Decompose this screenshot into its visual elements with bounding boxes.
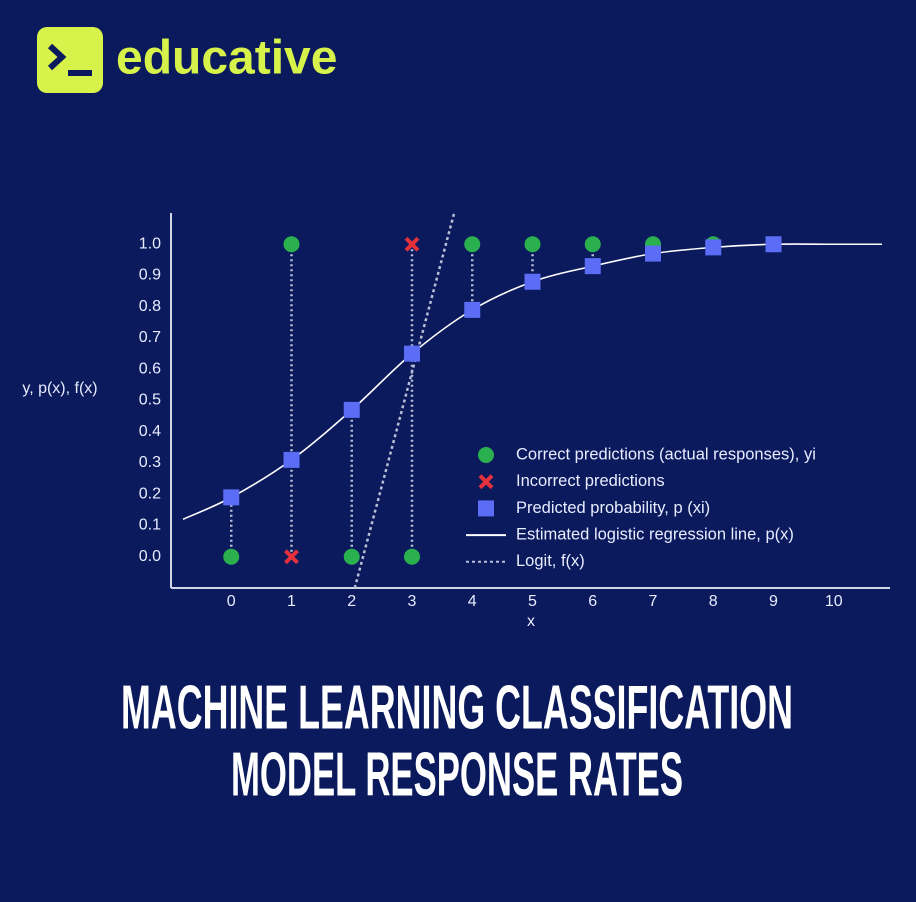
incorrect-point — [404, 236, 420, 252]
correct-point — [404, 548, 420, 565]
y-tick-label: 0.8 — [139, 298, 161, 315]
correct-point — [283, 236, 300, 253]
predicted-point — [404, 345, 420, 362]
predicted-point — [765, 236, 782, 253]
correct-point — [524, 236, 541, 253]
correct-point — [584, 236, 601, 253]
title-line: MODEL RESPONSE RATES — [231, 740, 683, 809]
x-tick-label: 7 — [649, 593, 658, 610]
predicted-point — [705, 239, 722, 256]
legend-swatch — [478, 474, 494, 490]
x-tick-label: 4 — [468, 593, 477, 610]
y-tick-label: 0.7 — [139, 329, 161, 346]
x-tick-label: 5 — [528, 593, 537, 610]
brand-name: educative — [116, 32, 337, 85]
logit-line — [353, 212, 456, 589]
legend-label: Incorrect predictions — [516, 472, 665, 490]
logo: educative — [37, 27, 337, 93]
legend: Correct predictions (actual responses), … — [466, 445, 816, 570]
series — [223, 236, 782, 506]
y-tick-label: 0.1 — [139, 517, 161, 534]
x-tick-label: 8 — [709, 593, 718, 610]
predicted-point — [283, 451, 300, 468]
correct-point — [464, 236, 481, 253]
x-tick-label: 0 — [227, 593, 236, 610]
y-tick-label: 0.5 — [139, 392, 161, 409]
incorrect-point — [284, 549, 299, 565]
title-line: MACHINE LEARNING CLASSIFICATION — [121, 673, 793, 742]
correct-point — [223, 548, 240, 565]
x-tick-label: 1 — [287, 593, 296, 610]
x-tick-label: 9 — [769, 593, 778, 610]
legend-swatch — [478, 500, 494, 517]
predicted-point — [584, 258, 601, 275]
x-tick-label: 3 — [408, 593, 417, 610]
y-tick-label: 0.4 — [139, 423, 161, 440]
logo-cursor — [68, 70, 92, 76]
legend-label: Correct predictions (actual responses), … — [516, 445, 816, 463]
legend-label: Logit, f(x) — [516, 552, 585, 570]
y-tick-label: 0.0 — [139, 548, 161, 565]
legend-swatch — [478, 447, 494, 463]
logo-prompt — [47, 43, 67, 71]
predicted-point — [645, 245, 661, 262]
y-tick-label: 0.3 — [139, 454, 161, 471]
y-axis-label: y, p(x), f(x) — [22, 380, 97, 397]
y-tick-label: 0.9 — [139, 267, 161, 284]
legend-label: Predicted probability, p (xi) — [516, 499, 710, 517]
x-tick-label: 2 — [347, 593, 356, 610]
y-tick-label: 0.6 — [139, 360, 161, 377]
x-axis-label: x — [527, 613, 535, 630]
x-tick-label: 10 — [825, 593, 843, 610]
logo-box — [37, 27, 103, 93]
legend-label: Estimated logistic regression line, p(x) — [516, 525, 794, 543]
predicted-point — [223, 489, 240, 506]
series — [353, 212, 456, 589]
predicted-point — [524, 273, 541, 290]
predicted-point — [343, 401, 360, 418]
y-tick-label: 0.2 — [139, 485, 161, 502]
correct-point — [343, 548, 360, 565]
x-tick-label: 6 — [588, 593, 597, 610]
series — [284, 236, 420, 565]
y-tick-label: 1.0 — [139, 235, 161, 252]
predicted-point — [464, 301, 481, 318]
